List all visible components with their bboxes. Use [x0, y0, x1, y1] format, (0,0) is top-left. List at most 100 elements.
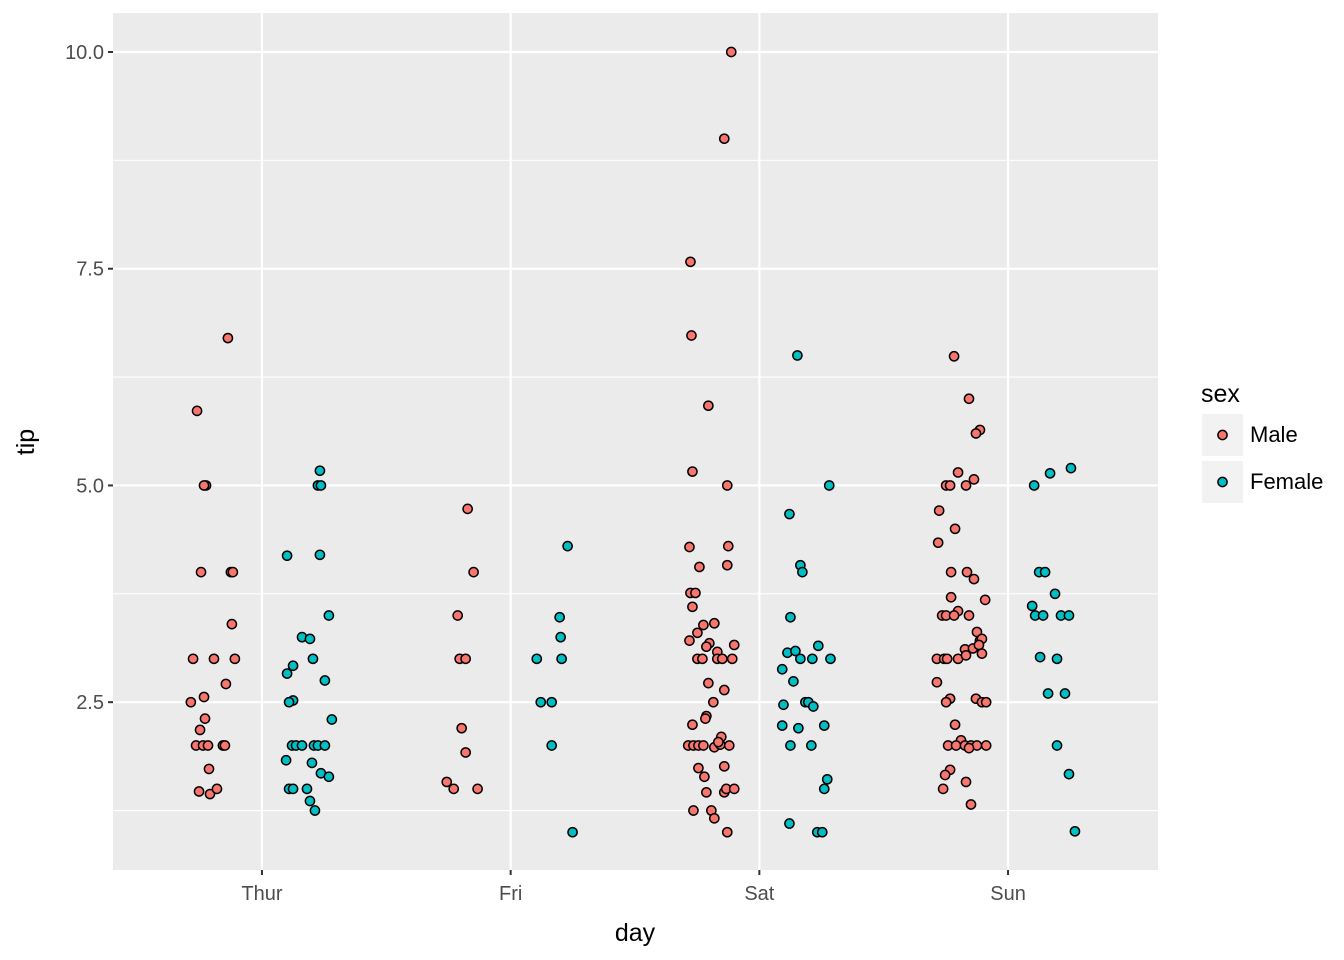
point-female [1026, 600, 1038, 612]
point-female [785, 740, 796, 751]
point-male [460, 747, 471, 758]
point-female [280, 754, 292, 766]
point-male [460, 653, 471, 665]
point-female [788, 676, 799, 687]
point-female [1069, 825, 1081, 837]
point-female [535, 696, 547, 708]
point-male [976, 648, 988, 659]
point-male [718, 133, 730, 145]
point-male [940, 696, 952, 708]
point-female [1049, 588, 1061, 600]
point-male [699, 771, 710, 783]
point-male [462, 503, 473, 515]
x-axis-title: day [615, 919, 656, 947]
point-male [726, 653, 738, 665]
point-male [963, 742, 975, 754]
point-female [314, 549, 326, 561]
point-male [949, 523, 961, 535]
point-female [304, 795, 316, 807]
x-axis: Thur Fri Sat Sun [241, 870, 1026, 905]
point-male [193, 786, 205, 797]
point-male [949, 719, 961, 731]
point-male [980, 740, 992, 751]
point-male [688, 805, 699, 816]
point-female [825, 653, 836, 665]
point-male [980, 696, 992, 708]
point-male [684, 635, 695, 646]
point-male [933, 505, 945, 516]
point-male [963, 610, 975, 621]
point-male [199, 713, 211, 724]
point-female [1028, 480, 1040, 491]
point-female [806, 653, 818, 665]
x-tick-label: Fri [499, 883, 522, 905]
point-female [784, 818, 795, 829]
point-female [1051, 740, 1063, 751]
point-male [952, 467, 964, 478]
legend-label-female: Female [1250, 469, 1323, 494]
point-male [219, 740, 231, 751]
point-female [315, 480, 327, 491]
point-female [1063, 768, 1075, 780]
point-male [970, 428, 982, 439]
point-male [965, 799, 977, 810]
point-female [1039, 566, 1051, 578]
point-female [326, 714, 338, 725]
point-female [1037, 610, 1049, 621]
point-female [823, 480, 835, 491]
point-male [452, 610, 464, 621]
point-female [1044, 467, 1056, 479]
point-female [562, 540, 573, 552]
point-male [191, 405, 203, 417]
point-male [700, 713, 711, 724]
point-female [785, 611, 796, 623]
point-male [931, 676, 943, 688]
point-female [304, 633, 316, 645]
point-male [932, 537, 944, 549]
point-female [776, 663, 788, 675]
plot-panel [113, 13, 1158, 870]
y-tick-label: 2.5 [76, 692, 104, 714]
point-male [222, 332, 234, 344]
point-female [287, 660, 299, 672]
point-female [546, 740, 558, 751]
y-tick-label: 10.0 [65, 42, 104, 64]
point-male [716, 653, 728, 665]
point-male [208, 653, 220, 665]
point-male [211, 783, 223, 795]
point-female [790, 645, 801, 657]
point-male [692, 627, 703, 639]
point-female [283, 696, 295, 708]
y-tick-label: 5.0 [76, 475, 104, 497]
point-female [309, 805, 321, 816]
point-female [776, 720, 788, 731]
point-female [307, 653, 319, 665]
point-female [812, 640, 824, 652]
point-male [718, 760, 730, 772]
point-male [703, 677, 714, 689]
point-male [690, 587, 701, 599]
y-axis: 2.5 5.0 7.5 10.0 [65, 42, 113, 714]
point-male [203, 763, 215, 775]
point-male [685, 256, 696, 268]
legend-marker-male [1217, 429, 1228, 441]
point-male [448, 783, 460, 795]
point-male [198, 480, 210, 491]
point-male [220, 678, 232, 690]
x-tick-label: Thur [241, 883, 282, 905]
point-female [1063, 610, 1075, 621]
point-female [314, 465, 326, 477]
legend-title: sex [1201, 380, 1240, 408]
point-male [960, 480, 972, 491]
point-male [937, 783, 949, 795]
point-male [198, 691, 210, 703]
point-female [319, 675, 331, 686]
point-female [784, 508, 795, 520]
point-female [818, 783, 830, 795]
point-female [1065, 462, 1077, 474]
point-female [1034, 651, 1046, 663]
point-female [306, 757, 318, 769]
point-female [816, 826, 828, 838]
point-male [687, 601, 698, 613]
